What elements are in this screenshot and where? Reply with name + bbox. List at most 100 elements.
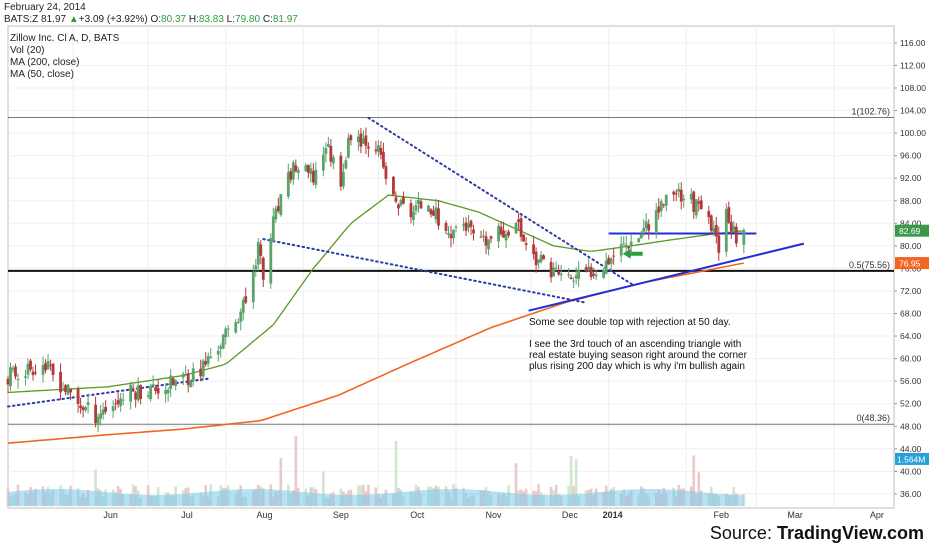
- candle-body: [504, 233, 508, 241]
- y-tick-label: 72.00: [900, 286, 922, 296]
- candle-body: [709, 215, 713, 231]
- arrow-icon: [622, 248, 643, 259]
- volume-bar: [697, 472, 701, 506]
- candle-body: [274, 208, 278, 220]
- candle-body: [341, 172, 345, 187]
- candle-body: [447, 232, 450, 235]
- candle-body: [44, 363, 47, 371]
- x-tick-label: Mar: [787, 510, 803, 520]
- source-credit: Source: TradingView.com: [709, 523, 924, 543]
- x-tick-label: 2014: [603, 510, 623, 520]
- x-tick-label: Feb: [714, 510, 730, 520]
- y-tick-label: 92.00: [900, 173, 922, 183]
- candle-body: [604, 260, 608, 274]
- candle-body: [181, 373, 185, 378]
- candle-body: [664, 194, 668, 206]
- candle-body: [542, 255, 546, 260]
- high-label: H:: [188, 14, 199, 25]
- legend-vol: Vol (20): [10, 45, 45, 56]
- candle-body: [524, 243, 528, 245]
- candle-body: [151, 384, 155, 387]
- candle-body: [119, 398, 123, 406]
- candle-body: [432, 210, 435, 216]
- open-value: 80.37: [161, 14, 187, 25]
- candle-body: [734, 226, 738, 244]
- candle-body: [364, 135, 368, 146]
- candle-body: [382, 151, 385, 168]
- candle-body: [164, 389, 168, 395]
- candle-body: [444, 223, 448, 231]
- candle-body: [29, 360, 32, 370]
- candle-body: [409, 203, 413, 218]
- open-label: O:: [150, 14, 162, 25]
- candle-body: [259, 244, 263, 256]
- candle-body: [539, 254, 543, 262]
- candle-body: [201, 360, 205, 377]
- candle-body: [662, 204, 666, 206]
- candle-body: [484, 236, 488, 246]
- candle-body: [149, 385, 153, 400]
- fib-label: 1(102.76): [851, 107, 890, 117]
- candle-body: [51, 363, 55, 376]
- candle-body: [131, 388, 135, 392]
- annotation-text: plus rising 200 day which is why i'm bul…: [529, 361, 745, 372]
- candle-body: [717, 235, 721, 253]
- candle-body: [304, 165, 308, 172]
- candle-body: [111, 406, 115, 412]
- candle-body: [672, 191, 676, 195]
- volume-bar: [569, 456, 573, 506]
- candle-body: [642, 227, 646, 232]
- candle-body: [99, 413, 103, 419]
- candle-body: [169, 375, 173, 389]
- y-tick-label: 112.00: [900, 60, 926, 70]
- price-change: +3.09 (+3.92%): [78, 14, 148, 25]
- candle-body: [49, 364, 52, 366]
- candle-body: [269, 238, 273, 284]
- price-badge-label: 82.69: [899, 226, 921, 236]
- candles: [6, 127, 746, 433]
- candle-body: [116, 400, 120, 404]
- ascending-support-line: [528, 242, 805, 312]
- candle-body: [399, 199, 403, 206]
- candle-body: [374, 149, 378, 152]
- candle-body: [577, 270, 581, 280]
- candle-body: [204, 361, 208, 365]
- close-value: 81.97: [272, 14, 298, 25]
- candle-body: [714, 224, 718, 237]
- candle-body: [6, 378, 10, 385]
- candle-body: [61, 388, 65, 391]
- price-badge: [895, 224, 929, 237]
- legend-ma200: MA (200, close): [10, 57, 80, 68]
- candle-body: [234, 322, 238, 333]
- candle-body: [314, 169, 318, 185]
- candle-body: [729, 221, 733, 232]
- candle-body: [294, 165, 298, 172]
- candle-body: [482, 235, 485, 237]
- candle-body: [349, 135, 353, 141]
- legend-ma50: MA (50, close): [10, 69, 74, 80]
- candle-body: [454, 226, 458, 228]
- candle-body: [244, 296, 248, 303]
- candle-body: [186, 373, 190, 385]
- volume-bar: [742, 494, 746, 506]
- candle-body: [66, 384, 70, 395]
- x-tick-label: Jul: [181, 510, 193, 520]
- candle-body: [206, 356, 210, 364]
- candle-body: [644, 221, 648, 229]
- candle-body: [362, 138, 365, 144]
- candle-body: [532, 244, 535, 255]
- plot-frame: [7, 25, 895, 509]
- candle-body: [607, 258, 611, 265]
- candle-body: [359, 133, 363, 147]
- candle-body: [236, 321, 240, 324]
- price-badge: [895, 257, 929, 270]
- candle-body: [699, 200, 703, 210]
- candle-body: [427, 205, 430, 212]
- candle-body: [534, 251, 538, 266]
- candle-body: [462, 224, 465, 226]
- annotation-text: I see the 3rd touch of an ascending tria…: [529, 339, 741, 350]
- candle-body: [296, 170, 300, 173]
- candle-body: [554, 267, 558, 269]
- chart-date: February 24, 2014: [4, 2, 86, 13]
